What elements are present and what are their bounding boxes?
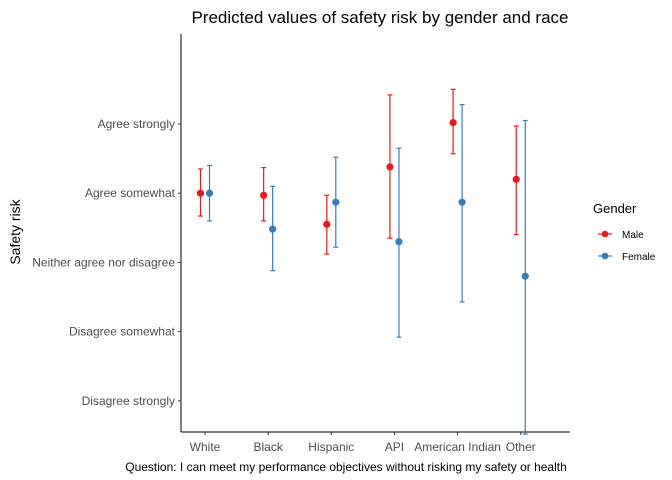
legend-title: Gender xyxy=(593,201,637,216)
legend-key-point xyxy=(601,230,609,238)
y-tick-label: Agree strongly xyxy=(98,117,175,131)
x-tick-label: Hispanic xyxy=(308,440,354,454)
data-point xyxy=(458,198,466,206)
legend-label-male: Male xyxy=(622,230,644,241)
data-point xyxy=(521,272,529,280)
data-point xyxy=(260,191,268,199)
data-point xyxy=(196,189,205,197)
legend: Gender Male Female xyxy=(593,201,656,263)
data-point xyxy=(269,225,277,233)
data-point xyxy=(332,198,340,206)
y-tick-label: Neither agree nor disagree xyxy=(32,255,175,269)
plot-area: Disagree strongly Disagree somewhat Neithe… xyxy=(32,34,570,454)
data-point xyxy=(205,189,214,197)
x-tick-label: Black xyxy=(253,440,283,454)
series-female xyxy=(205,104,529,435)
data-point xyxy=(386,163,394,171)
y-tick-label: Disagree somewhat xyxy=(69,325,176,339)
x-axis-caption: Question: I can meet my performance obje… xyxy=(125,460,567,474)
data-point xyxy=(323,220,331,228)
legend-key-point xyxy=(601,252,609,260)
chart-title: Predicted values of safety risk by gende… xyxy=(191,8,568,27)
data-point xyxy=(395,238,403,246)
y-tick-label: Disagree strongly xyxy=(82,394,175,408)
legend-label-female: Female xyxy=(622,252,656,263)
x-tick-label: API xyxy=(385,440,404,454)
y-axis-title: Safety risk xyxy=(7,198,23,264)
series-male xyxy=(196,88,520,255)
x-tick-label: American Indian xyxy=(414,440,501,454)
y-tick-label: Agree somewhat xyxy=(85,186,176,200)
x-tick-label: White xyxy=(190,440,221,454)
data-point xyxy=(449,118,457,127)
x-tick-label: Other xyxy=(506,440,536,454)
data-point xyxy=(512,175,520,183)
